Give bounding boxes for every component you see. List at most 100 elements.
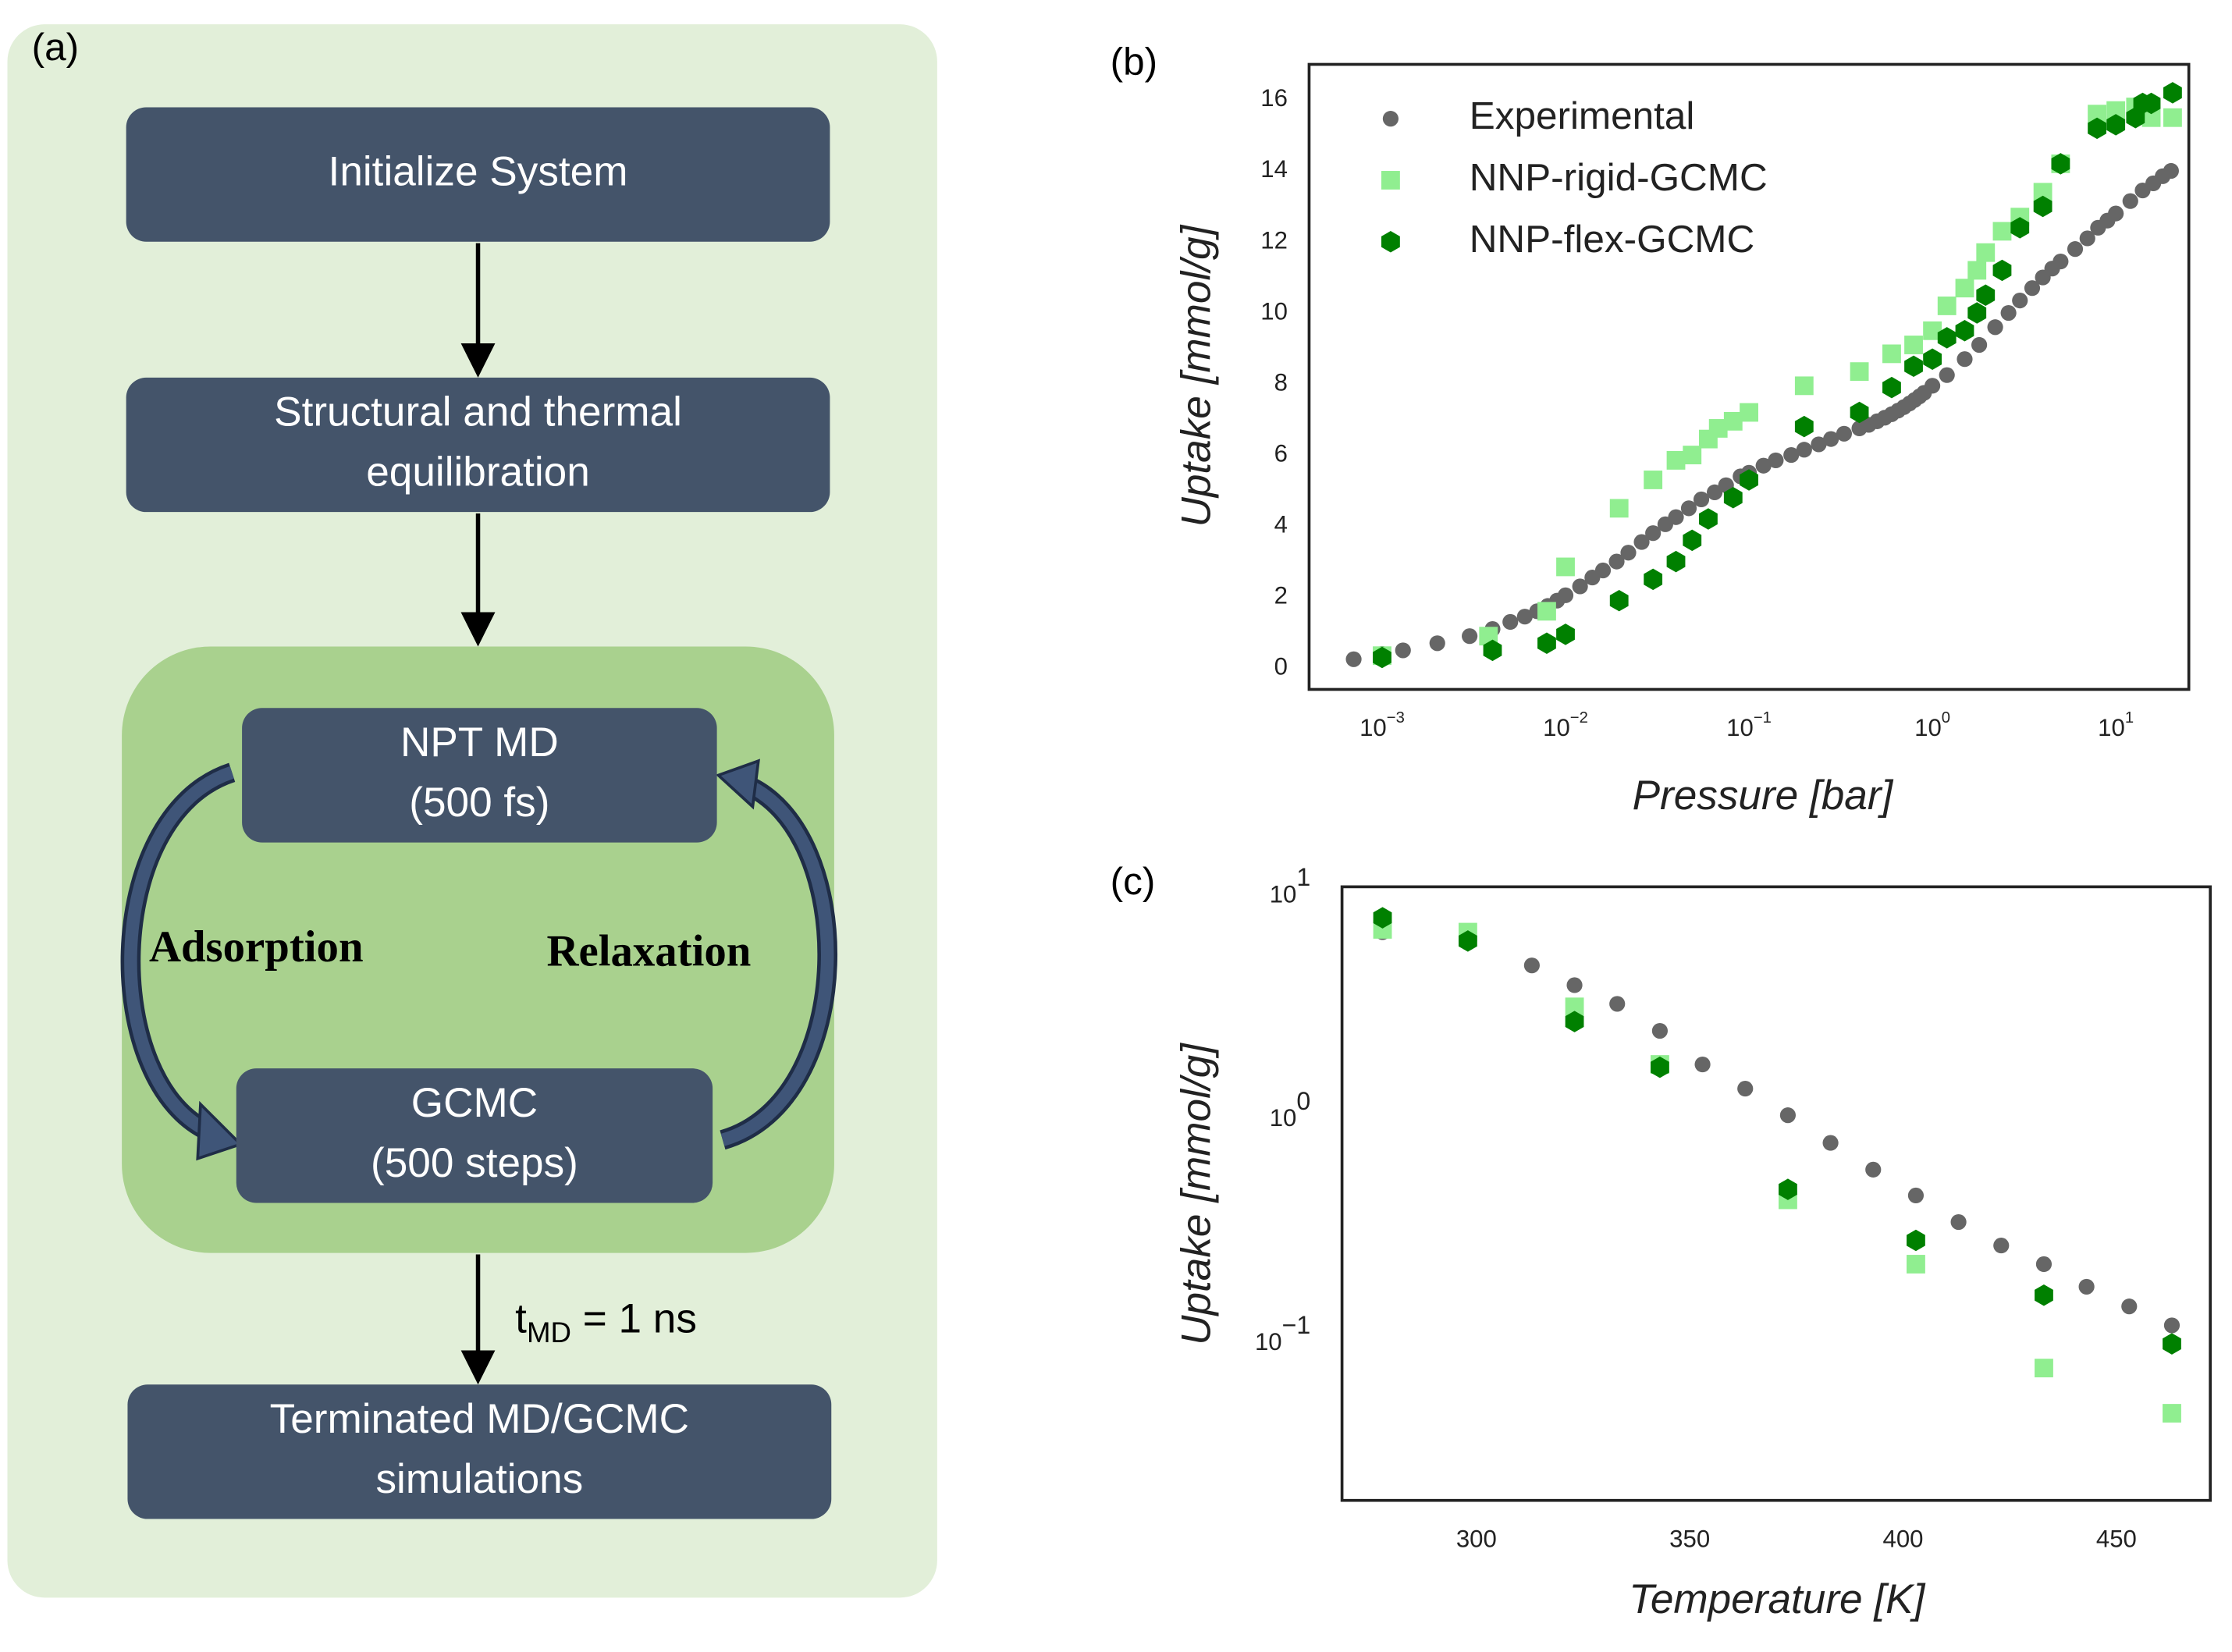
point — [1811, 436, 1827, 453]
x-tick-label-base: 10 — [1914, 714, 1942, 741]
x-tick-label-base: 10 — [1543, 714, 1570, 741]
point — [1992, 259, 2012, 282]
point — [1462, 628, 1478, 645]
edge-label-subscript: MD — [527, 1316, 571, 1348]
y-tick-label: 14 — [1260, 155, 1288, 183]
point — [1699, 508, 1718, 530]
point — [2053, 253, 2069, 270]
point — [1783, 447, 1800, 464]
edge-label-text: t — [515, 1296, 527, 1342]
point — [2035, 1359, 2053, 1378]
point — [2024, 280, 2041, 297]
y-axis-label: Uptake [mmol/g] — [1173, 224, 1219, 527]
point — [1609, 996, 1626, 1012]
point — [2122, 193, 2138, 209]
point — [1971, 336, 1988, 353]
legend-label: NNP-flex-GCMC — [1470, 218, 1755, 261]
x-tick-label-exponent: −3 — [1387, 709, 1405, 727]
point — [1850, 401, 1869, 424]
point — [1723, 411, 1743, 431]
flowchart: Initialize System Structural and thermal e… — [126, 107, 832, 1519]
point — [1794, 415, 1814, 438]
point — [1502, 613, 1519, 631]
loop-arrow — [124, 766, 234, 1139]
point — [2051, 153, 2070, 175]
point — [1779, 1107, 1796, 1124]
point — [1644, 471, 1663, 489]
point — [1882, 344, 1901, 364]
process-box — [236, 1068, 713, 1203]
point — [1680, 500, 1697, 517]
x-tick-label-exponent: −2 — [1570, 709, 1588, 727]
point — [2108, 205, 2124, 222]
box-label: equilibration — [366, 449, 590, 496]
point — [1755, 457, 1772, 474]
axes-frame — [1340, 885, 2212, 1502]
point — [1904, 355, 1923, 378]
panel-label: (c) — [1111, 860, 1156, 903]
point — [1836, 425, 1853, 442]
point — [1976, 243, 1996, 262]
point — [1683, 529, 1702, 552]
point — [2106, 101, 2126, 120]
point — [1822, 1135, 1839, 1151]
point — [1967, 261, 1987, 280]
x-tick-label-exponent: −1 — [1754, 709, 1772, 727]
point — [1707, 484, 1723, 500]
point — [2079, 230, 2095, 247]
point — [1740, 403, 1758, 422]
y-tick-label: 4 — [1274, 510, 1288, 538]
y-tick-label: 12 — [1260, 226, 1288, 254]
point — [2067, 241, 2084, 258]
legend-label: Experimental — [1470, 94, 1695, 137]
point — [1373, 907, 1392, 929]
y-tick-label-exponent: −1 — [1282, 1310, 1311, 1338]
box-label: GCMC — [411, 1080, 538, 1126]
point — [1683, 446, 1702, 465]
plot-area — [1340, 885, 2212, 1502]
point — [1937, 327, 1957, 349]
point — [1993, 1238, 2010, 1254]
y-tick-label: 8 — [1274, 368, 1288, 396]
point — [2141, 92, 2161, 115]
edge-label-suffix: = 1 ns — [571, 1296, 697, 1342]
arrow-head — [715, 758, 760, 810]
panel-label: (b) — [1111, 41, 1157, 83]
point — [1794, 376, 1814, 396]
y-tick-label-exponent: 1 — [1296, 863, 1310, 891]
point — [1740, 469, 1758, 491]
edge-label: tMD = 1 ns — [515, 1296, 697, 1348]
point — [1556, 623, 1575, 645]
process-box — [126, 377, 830, 513]
point — [2106, 114, 2126, 136]
x-tick-label: 300 — [1456, 1525, 1497, 1552]
box-label: (500 steps) — [371, 1140, 578, 1186]
legend-marker — [1381, 171, 1400, 190]
process-box — [127, 1384, 832, 1519]
point — [1523, 957, 1540, 974]
point — [1608, 553, 1625, 570]
point — [1796, 442, 1812, 458]
point — [2088, 117, 2106, 140]
legend-marker — [1382, 111, 1399, 127]
point — [2012, 293, 2028, 309]
x-tick-label-base: 10 — [1359, 714, 1387, 741]
y-tick-label: 16 — [1260, 84, 1288, 112]
point — [1925, 378, 1941, 394]
point — [1565, 997, 1584, 1017]
point — [1556, 557, 1575, 577]
point — [1565, 1011, 1584, 1032]
point — [2033, 183, 2053, 202]
point — [1882, 376, 1901, 399]
x-tick-label: 450 — [2096, 1525, 2137, 1552]
x-tick-label: 101 — [2098, 709, 2134, 741]
x-tick-label: 100 — [1914, 709, 1950, 741]
point — [2000, 304, 2017, 322]
point — [1950, 1213, 1967, 1231]
loop-label: Adsorption — [149, 922, 364, 972]
point — [1395, 642, 1411, 659]
x-tick-label-exponent: 0 — [1942, 709, 1950, 727]
point — [1666, 550, 1686, 573]
point — [1737, 1080, 1754, 1097]
